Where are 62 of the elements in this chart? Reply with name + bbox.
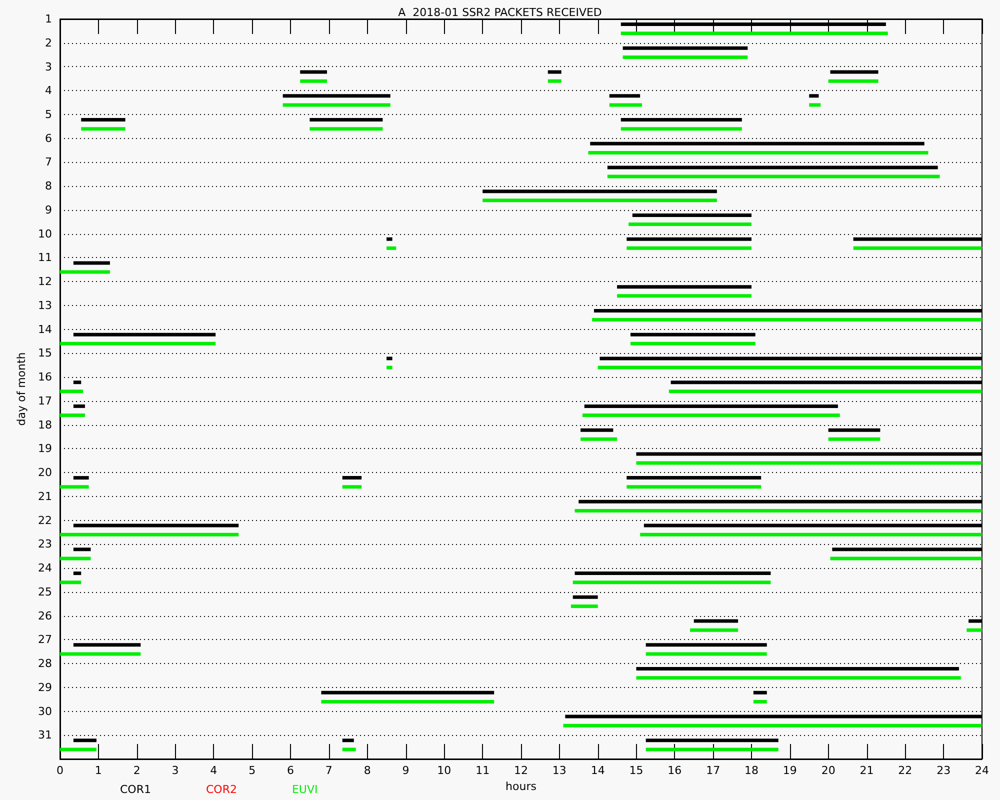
x-tick-label: 12	[514, 764, 528, 777]
x-axis-title: hours	[506, 780, 537, 793]
y-tick-label: 13	[38, 298, 52, 312]
y-tick-label: 6	[45, 132, 52, 145]
y-tick-label: 10	[38, 227, 52, 240]
y-tick-label: 19	[38, 442, 52, 456]
y-tick-label: 3	[45, 60, 52, 74]
y-tick-label: 5	[45, 108, 52, 121]
x-tick-label: 1	[94, 764, 102, 777]
x-tick-label: 7	[325, 764, 332, 777]
y-tick-label: 17	[38, 394, 52, 408]
y-tick-label: 9	[45, 203, 52, 216]
x-tick-label: 5	[248, 764, 256, 777]
x-tick-label: 11	[476, 764, 490, 777]
x-tick-label: 15	[629, 764, 644, 777]
y-tick-label: 28	[38, 657, 52, 670]
x-tick-label: 6	[287, 764, 294, 777]
x-tick-label: 4	[210, 764, 218, 777]
y-tick-label: 25	[38, 585, 52, 598]
y-tick-label: 31	[38, 728, 52, 742]
y-tick-label: 4	[45, 84, 52, 98]
x-tick-label: 24	[975, 764, 989, 777]
y-tick-label: 18	[38, 418, 52, 432]
x-tick-label: 0	[56, 764, 64, 777]
text: EUVI	[292, 783, 318, 796]
y-tick-label: 15	[38, 346, 52, 360]
y-tick-label: 22	[38, 514, 52, 527]
x-tick-label: 18	[744, 764, 758, 777]
y-tick-label: 14	[38, 322, 52, 336]
chart-title: A 2018-01 SSR2 PACKETS RECEIVED	[398, 6, 602, 19]
y-tick-label: 11	[38, 251, 52, 264]
x-tick-label: 23	[936, 764, 951, 777]
y-tick-label: 27	[38, 633, 52, 646]
x-tick-label: 21	[860, 764, 874, 777]
y-tick-label: 2	[45, 36, 52, 50]
x-tick-label: 19	[782, 764, 797, 777]
y-tick-label: 12	[38, 275, 52, 288]
y-tick-label: 1	[45, 12, 52, 26]
y-tick-label: 20	[38, 466, 52, 480]
x-tick-label: 10	[437, 764, 452, 777]
x-tick-label: 20	[821, 764, 836, 777]
y-tick-label: 8	[45, 180, 52, 193]
legend-label: COR2	[206, 783, 237, 796]
x-tick-label: 17	[706, 764, 720, 777]
x-tick-label: 9	[402, 764, 410, 777]
y-tick-label: 21	[38, 490, 52, 503]
y-tick-label: 23	[38, 538, 52, 551]
y-tick-label: 30	[38, 704, 52, 718]
y-tick-label: 29	[38, 680, 52, 694]
x-tick-label: 13	[552, 764, 566, 777]
y-tick-label: 24	[38, 562, 52, 575]
x-tick-label: 16	[668, 764, 682, 777]
x-tick-label: 22	[898, 764, 912, 777]
y-tick-label: 26	[38, 609, 52, 622]
y-tick-label: 16	[38, 370, 52, 384]
x-tick-label: 14	[590, 764, 605, 777]
y-axis-title: day of month	[15, 352, 28, 426]
x-tick-label: 3	[172, 764, 179, 777]
y-tick-label: 7	[45, 156, 52, 169]
x-tick-label: 2	[133, 764, 140, 777]
x-tick-label: 8	[364, 764, 371, 777]
text: COR1	[120, 783, 151, 796]
